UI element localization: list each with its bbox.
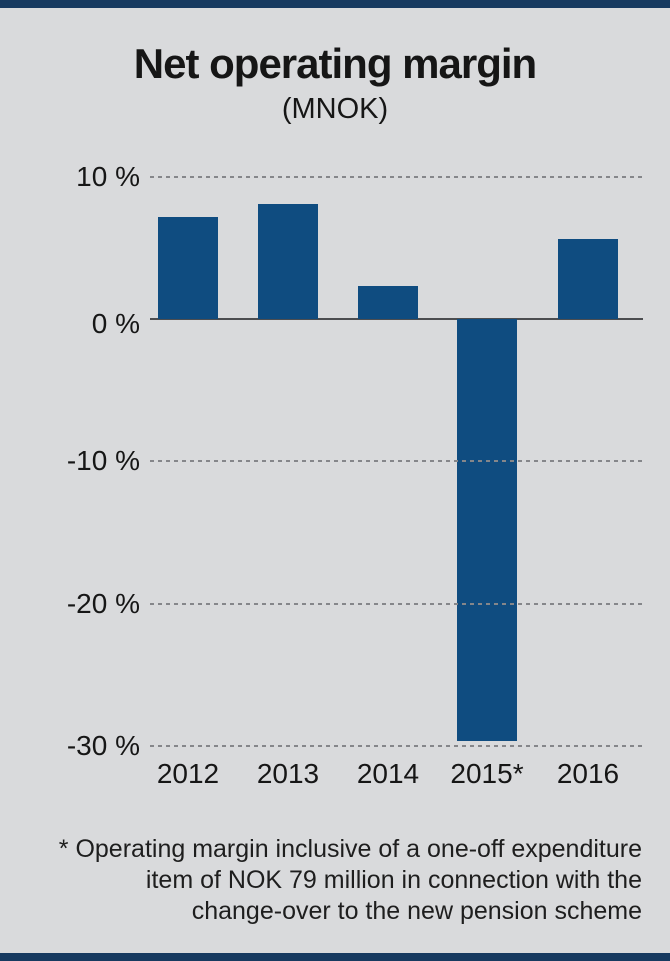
y-axis-tick-label: 10 %: [76, 160, 140, 192]
bar-2014: [358, 286, 418, 319]
y-axis-tick-label: 0 %: [91, 308, 140, 339]
footnote: * Operating margin inclusive of a one-of…: [22, 834, 642, 927]
gridline: [150, 460, 643, 463]
gridline: [150, 602, 643, 605]
gridline: [150, 175, 643, 178]
y-axis-tick-label: -10 %: [66, 445, 140, 477]
x-axis-tick-label: 2013: [256, 758, 320, 789]
x-axis-tick-label: 2012: [156, 758, 220, 789]
gridline: [150, 744, 643, 747]
footnote-line: * Operating margin inclusive of a one-of…: [58, 835, 642, 863]
bar-2016: [558, 239, 618, 319]
bar-2013: [258, 203, 318, 319]
x-axis-tick-label: 2016: [556, 758, 620, 789]
bottom-accent-bar: [0, 953, 670, 961]
x-axis-tick-label: 2015*: [450, 758, 524, 789]
chart-title: Net operating margin: [133, 40, 537, 87]
footnote-line: item of NOK 79 million in connection wit…: [145, 866, 642, 894]
footnote-line: change-over to the new pension scheme: [191, 897, 642, 925]
bar-2015: [457, 319, 517, 742]
x-axis-tick-label: 2014: [356, 758, 420, 789]
zero-axis-line: [150, 318, 643, 320]
chart-subtitle: (MNOK): [281, 93, 389, 125]
bar-2012: [158, 216, 218, 319]
top-accent-bar: [0, 0, 670, 8]
y-axis-tick-label: -30 %: [66, 729, 140, 761]
y-axis-tick-label: -20 %: [66, 587, 140, 619]
